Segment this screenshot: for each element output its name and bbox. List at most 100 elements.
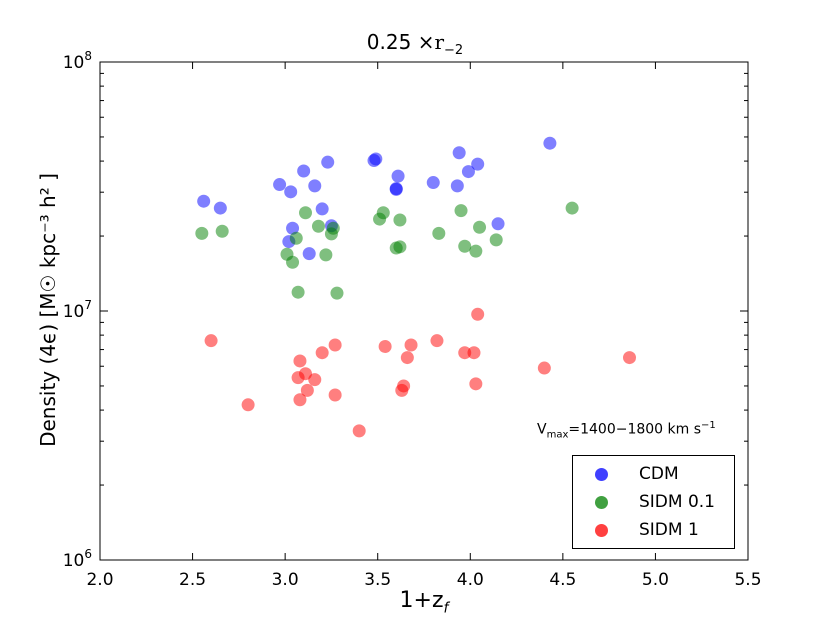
point-sidm-1 — [623, 351, 637, 365]
point-sidm-0-1 — [393, 240, 407, 254]
point-cdm — [197, 194, 211, 208]
title-main: 0.25 — [366, 30, 412, 54]
point-sidm-1 — [467, 346, 481, 360]
point-sidm-1 — [241, 398, 255, 412]
xlabel-sub: f — [443, 600, 449, 617]
legend-item-sidm-1: SIDM 1 — [573, 517, 734, 545]
point-sidm-0-1 — [393, 213, 407, 227]
point-sidm-1 — [328, 338, 342, 352]
legend-marker-sidm-0-1 — [595, 496, 608, 509]
point-sidm-0-1 — [311, 219, 325, 233]
legend-item-cdm: CDM — [573, 461, 734, 489]
point-cdm — [213, 201, 227, 215]
y-axis-label: Density (4ϵ) [M☉ kpc⁻³ h² ] — [36, 173, 60, 447]
chart-title: 0.25 ×r−2 — [0, 30, 830, 58]
point-sidm-0-1 — [289, 231, 303, 245]
point-sidm-1 — [400, 351, 414, 365]
point-sidm-0-1 — [286, 255, 300, 269]
x-tick-label: 3.5 — [364, 570, 391, 590]
title-sub: −2 — [444, 43, 464, 58]
point-sidm-0-1 — [473, 220, 487, 234]
data-points — [195, 136, 637, 438]
point-cdm — [297, 164, 311, 178]
velocity-annotation: Vmax=1400−1800 km s−1 — [537, 420, 716, 440]
point-sidm-1 — [299, 367, 313, 381]
point-cdm — [286, 221, 300, 235]
legend-marker-cdm — [595, 468, 608, 481]
point-sidm-1 — [352, 424, 366, 438]
point-cdm — [273, 178, 287, 192]
point-cdm — [389, 182, 403, 196]
point-sidm-0-1 — [565, 201, 579, 215]
x-tick-label: 4.0 — [457, 570, 484, 590]
point-sidm-0-1 — [330, 286, 344, 300]
point-cdm — [543, 136, 557, 150]
point-sidm-1 — [378, 340, 392, 354]
point-cdm — [321, 155, 335, 169]
point-cdm — [315, 202, 329, 216]
point-sidm-1 — [308, 373, 322, 387]
legend-label-sidm-0-1: SIDM 0.1 — [639, 492, 716, 512]
annotation-sub: max — [546, 429, 569, 441]
point-cdm — [391, 169, 405, 183]
point-sidm-0-1 — [299, 206, 313, 220]
point-sidm-0-1 — [326, 221, 340, 235]
point-cdm — [450, 179, 464, 193]
point-sidm-0-1 — [376, 206, 390, 220]
point-sidm-0-1 — [489, 233, 503, 247]
point-sidm-1 — [537, 361, 551, 375]
point-cdm — [284, 185, 298, 199]
point-sidm-1 — [300, 383, 314, 397]
point-sidm-1 — [471, 307, 485, 321]
x-tick-label: 2.5 — [179, 570, 206, 590]
point-sidm-0-1 — [215, 224, 229, 238]
title-var: r — [434, 30, 445, 54]
point-cdm — [369, 152, 383, 166]
point-sidm-1 — [469, 377, 483, 391]
point-sidm-0-1 — [319, 248, 333, 262]
point-sidm-1 — [430, 334, 444, 348]
y-tick-label: 107 — [63, 298, 92, 322]
annotation-main: V — [537, 421, 547, 438]
y-tick-label: 106 — [63, 547, 92, 571]
point-sidm-0-1 — [195, 226, 209, 240]
x-tick-label: 4.5 — [549, 570, 576, 590]
point-sidm-1 — [397, 379, 411, 393]
point-sidm-1 — [293, 354, 307, 368]
legend-marker-sidm-1 — [595, 524, 608, 537]
xlabel-main: 1+z — [399, 588, 444, 613]
point-cdm — [308, 179, 322, 193]
annotation-rest: =1400−1800 km s — [568, 421, 702, 438]
point-cdm — [452, 146, 466, 160]
legend-label-sidm-1: SIDM 1 — [639, 520, 699, 540]
point-sidm-1 — [404, 338, 418, 352]
legend: CDM SIDM 0.1 SIDM 1 — [572, 455, 735, 549]
point-sidm-1 — [328, 388, 342, 402]
x-tick-label: 5.5 — [734, 570, 761, 590]
point-sidm-0-1 — [454, 204, 468, 218]
point-sidm-1 — [204, 334, 218, 348]
annotation-sup: −1 — [701, 420, 716, 431]
point-sidm-0-1 — [458, 239, 472, 253]
title-sym: × — [417, 30, 435, 54]
point-cdm — [426, 176, 440, 190]
point-cdm — [471, 157, 485, 171]
point-sidm-0-1 — [469, 244, 483, 258]
legend-item-sidm-0-1: SIDM 0.1 — [573, 489, 734, 517]
point-sidm-1 — [293, 393, 307, 407]
x-tick-label: 2.0 — [86, 570, 113, 590]
point-sidm-0-1 — [432, 226, 446, 240]
x-tick-label: 3.0 — [272, 570, 299, 590]
plot-frame — [99, 61, 749, 561]
x-axis-label: 1+zf — [100, 588, 748, 616]
legend-label-cdm: CDM — [639, 464, 679, 484]
point-sidm-1 — [315, 346, 329, 360]
x-tick-label: 5.0 — [642, 570, 669, 590]
point-cdm — [461, 165, 475, 179]
point-cdm — [491, 217, 505, 231]
point-sidm-1 — [458, 346, 472, 360]
point-cdm — [302, 247, 316, 261]
point-sidm-0-1 — [291, 285, 305, 299]
